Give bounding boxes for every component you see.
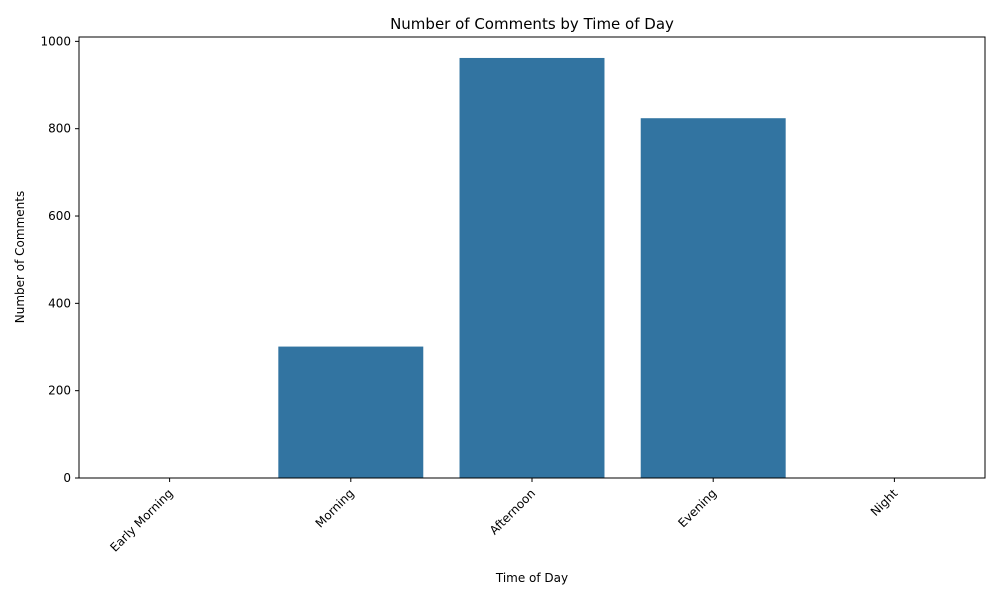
chart-title: Number of Comments by Time of Day: [390, 15, 674, 33]
bar: [459, 57, 605, 479]
y-tick-label: 200: [48, 384, 71, 398]
x-tick-label: Night: [868, 486, 901, 519]
bars-group: [278, 57, 786, 479]
y-tick-label: 0: [63, 471, 71, 485]
x-tick-label: Evening: [675, 486, 719, 530]
x-axis-label: Time of Day: [495, 571, 568, 585]
y-axis-ticks: 0 200 400 600 800 1000: [40, 34, 79, 485]
x-axis-ticks: Early Morning Morning Afternoon Evening Nigh…: [107, 478, 901, 555]
bar: [278, 346, 424, 478]
y-tick-label: 400: [48, 296, 71, 310]
x-tick-label: Morning: [313, 486, 357, 530]
y-tick-label: 600: [48, 209, 71, 223]
plot-frame: [78, 36, 986, 479]
y-tick-label: 1000: [40, 34, 71, 48]
bar: [640, 118, 786, 478]
x-tick-label: Afternoon: [487, 486, 538, 537]
x-tick-label: Early Morning: [107, 486, 175, 554]
y-tick-label: 800: [48, 122, 71, 136]
y-axis-label: Number of Comments: [13, 191, 27, 323]
